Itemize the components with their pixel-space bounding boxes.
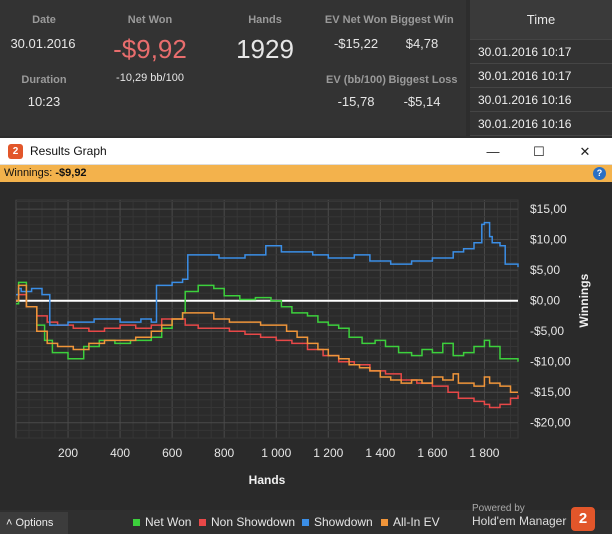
net-won-label: Net Won — [127, 14, 173, 26]
legend-swatch — [381, 519, 388, 527]
chevron-up-icon: ˄ — [6, 517, 13, 529]
date-label: Date — [32, 14, 56, 26]
session-time-list: Time 30.01.2016 10:17 30.01.2016 10:17 3… — [470, 0, 612, 136]
duration-value: 10:23 — [27, 94, 61, 109]
y-tick-label: -$20,00 — [530, 416, 571, 430]
x-tick-label: 1 600 — [417, 446, 447, 460]
options-button[interactable]: ˄ Options — [0, 512, 68, 534]
y-tick-label: -$15,00 — [530, 385, 571, 399]
ev-net-won-value: -$15,22 — [333, 36, 379, 51]
biggest-win-value: $4,78 — [405, 36, 439, 51]
results-graph-window: 2 Results Graph — ☐ ✕ Winnings: -$9,92 ?… — [0, 138, 612, 534]
legend-swatch — [302, 519, 309, 527]
biggest-loss-value: -$5,14 — [403, 94, 441, 109]
legend-swatch — [133, 519, 140, 527]
x-tick-label: 800 — [214, 446, 234, 460]
hands-label: Hands — [248, 14, 282, 26]
app-logo-icon: 2 — [8, 144, 23, 159]
net-won-bb: -10,29 bb/100 — [116, 72, 184, 84]
list-item[interactable]: 30.01.2016 10:17 — [470, 40, 612, 64]
x-tick-label: 1 200 — [313, 446, 343, 460]
session-stats-panel: Date 30.01.2016 Duration 10:23 Net Won -… — [0, 0, 466, 136]
minimize-button[interactable]: — — [486, 144, 500, 159]
legend-all-in-ev[interactable]: All-In EV — [381, 515, 440, 529]
y-tick-label: $10,00 — [530, 233, 567, 247]
powered-by-label: Powered by — [472, 503, 525, 514]
legend-label: Net Won — [145, 515, 192, 529]
results-chart: $15,00 $10,00 $5,00 $0,00 -$5,00 -$10,00 -$15,… — [15, 199, 591, 487]
x-tick-label: 1 000 — [261, 446, 291, 460]
x-tick-label: 1 800 — [469, 446, 499, 460]
legend-label: Showdown — [314, 515, 373, 529]
list-item[interactable]: 30.01.2016 10:16 — [470, 112, 612, 136]
list-item[interactable]: 30.01.2016 10:17 — [470, 64, 612, 88]
options-label: Options — [15, 517, 54, 529]
window-titlebar[interactable]: 2 Results Graph — ☐ ✕ — [0, 138, 612, 165]
y-axis-title: Winnings — [577, 273, 591, 327]
x-tick-label: 200 — [58, 446, 78, 460]
legend-label: Non Showdown — [211, 515, 296, 529]
series-line-non-showdown — [16, 293, 519, 409]
duration-label: Duration — [21, 74, 67, 86]
brand-name: Hold'em Manager — [472, 514, 567, 528]
winnings-label: Winnings: — [4, 167, 53, 179]
series-line-showdown — [16, 221, 519, 326]
x-axis-title: Hands — [249, 473, 286, 487]
y-tick-label: -$10,00 — [530, 355, 571, 369]
winnings-value: -$9,92 — [55, 167, 87, 179]
net-won-value: -$9,92 — [113, 34, 187, 64]
x-tick-label: 600 — [162, 446, 182, 460]
series-line-all-in-ev — [16, 284, 518, 393]
ev-bb-label: EV (bb/100) — [326, 74, 386, 86]
window-title: Results Graph — [30, 144, 107, 158]
time-column-header[interactable]: Time — [470, 0, 612, 40]
x-tick-label: 400 — [110, 446, 130, 460]
ev-net-won-label: EV Net Won — [324, 14, 388, 26]
legend-showdown[interactable]: Showdown — [302, 515, 373, 529]
legend-net-won[interactable]: Net Won — [133, 515, 191, 529]
x-tick-label: 1 400 — [365, 446, 395, 460]
y-tick-label: $15,00 — [530, 202, 567, 216]
plot-area — [15, 199, 519, 439]
y-tick-label: -$5,00 — [530, 324, 564, 338]
winnings-bar: Winnings: -$9,92 ? — [0, 165, 612, 182]
legend-label: All-In EV — [393, 515, 440, 529]
y-tick-label: $5,00 — [530, 263, 560, 277]
close-button[interactable]: ✕ — [579, 144, 591, 159]
brand-logo-icon: 2 — [571, 507, 595, 531]
biggest-loss-label: Biggest Loss — [388, 74, 458, 86]
maximize-button[interactable]: ☐ — [533, 144, 545, 159]
legend-non-showdown[interactable]: Non Showdown — [199, 515, 295, 529]
list-item[interactable]: 30.01.2016 10:16 — [470, 88, 612, 112]
hands-value: 1929 — [236, 34, 294, 64]
legend-swatch — [199, 519, 206, 527]
ev-bb-value: -15,78 — [337, 94, 375, 109]
y-tick-label: $0,00 — [530, 294, 560, 308]
biggest-win-label: Biggest Win — [390, 14, 454, 26]
help-icon[interactable]: ? — [593, 167, 606, 180]
date-value: 30.01.2016 — [10, 36, 76, 51]
